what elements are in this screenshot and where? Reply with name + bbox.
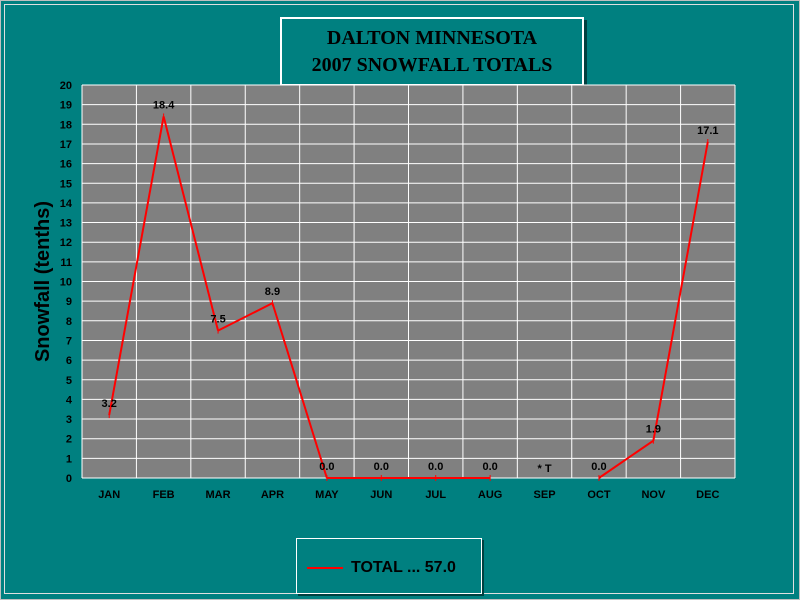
x-tick-jul: JUL (425, 489, 446, 501)
y-tick-7: 7 (66, 335, 72, 347)
data-label-feb: 18.4 (153, 99, 175, 111)
data-label-oct: 0.0 (591, 461, 606, 473)
y-tick-16: 16 (60, 159, 72, 171)
y-tick-19: 19 (60, 100, 72, 112)
data-label-dec: 17.1 (697, 125, 718, 137)
y-tick-6: 6 (66, 355, 72, 367)
x-tick-mar: MAR (206, 489, 231, 501)
series-segment-1 (162, 116, 220, 331)
legend-swatch-total (307, 567, 343, 569)
y-tick-10: 10 (60, 277, 72, 289)
x-tick-sep: SEP (534, 489, 556, 501)
y-tick-1: 1 (66, 453, 72, 465)
y-tick-11: 11 (60, 257, 72, 269)
data-labels: 3.2 18.4 7.5 8.9 0.0 0.0 0.0 0.0 * T 0.0 1.9 17.1 (102, 99, 719, 475)
x-tick-dec: DEC (696, 489, 719, 501)
x-tick-jan: JAN (98, 489, 120, 501)
chart-title: DALTON MINNESOTA 2007 SNOWFALL TOTALS (280, 17, 584, 86)
y-tick-9: 9 (66, 296, 72, 308)
data-label-jan: 3.2 (102, 398, 117, 410)
y-tick-12: 12 (60, 237, 72, 249)
x-tick-aug: AUG (478, 489, 502, 501)
data-label-apr: 8.9 (265, 286, 280, 298)
series-segment-10 (652, 141, 709, 441)
x-tick-nov: NOV (641, 489, 666, 501)
x-tick-apr: APR (261, 489, 284, 501)
x-tick-oct: OCT (587, 489, 611, 501)
x-tick-may: MAY (315, 489, 339, 501)
series-total-line (108, 113, 709, 481)
data-label-nov: 1.9 (646, 424, 661, 436)
y-axis-label: Snowfall (tenths) (32, 201, 54, 362)
x-axis-tick-labels: JAN FEB MAR APR MAY JUN JUL AUG SEP OCT NOV DEC (98, 489, 719, 501)
series-segment-9 (598, 439, 654, 479)
chart-title-line-2: 2007 SNOWFALL TOTALS (311, 54, 553, 76)
y-tick-13: 13 (60, 218, 72, 230)
series-segment-0 (108, 116, 165, 416)
data-label-jun: 0.0 (374, 461, 389, 473)
legend: TOTAL ... 57.0 (296, 538, 482, 594)
y-tick-17: 17 (60, 139, 72, 151)
data-label-may: 0.0 (319, 461, 334, 473)
data-label-jul: 0.0 (428, 461, 443, 473)
y-tick-4: 4 (66, 394, 73, 406)
legend-label-total: TOTAL ... 57.0 (351, 559, 456, 576)
y-tick-3: 3 (66, 414, 72, 426)
data-label-mar: 7.5 (210, 314, 225, 326)
series-segment-2 (217, 302, 273, 332)
y-tick-20: 20 (60, 80, 72, 92)
series-segment-3 (271, 302, 328, 479)
x-tick-feb: FEB (153, 489, 175, 501)
data-label-sep: * T (538, 463, 552, 475)
y-tick-14: 14 (60, 198, 73, 210)
x-tick-jun: JUN (370, 489, 392, 501)
y-tick-15: 15 (60, 178, 72, 190)
y-tick-2: 2 (66, 434, 72, 446)
y-tick-0: 0 (66, 473, 72, 485)
y-tick-5: 5 (66, 375, 72, 387)
vertical-gridlines (81, 85, 736, 478)
y-tick-8: 8 (66, 316, 72, 328)
data-label-aug: 0.0 (482, 461, 497, 473)
y-tick-18: 18 (60, 119, 72, 131)
chart-title-line-1: DALTON MINNESOTA (326, 27, 538, 49)
